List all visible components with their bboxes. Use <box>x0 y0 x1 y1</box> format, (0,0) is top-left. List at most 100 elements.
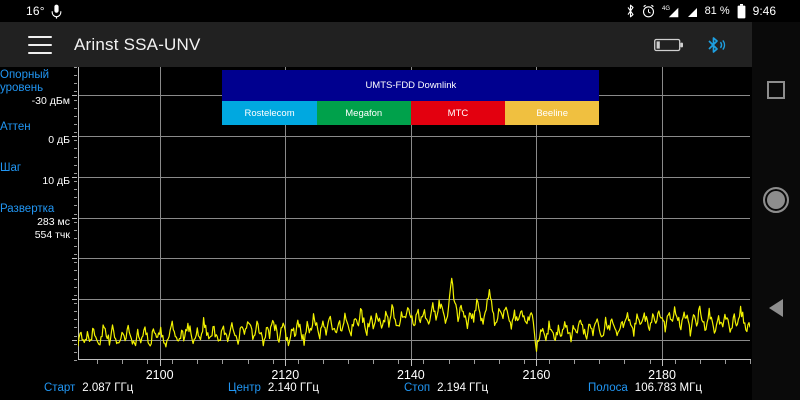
y-tick-minor <box>74 270 77 271</box>
gridline-horizontal <box>78 218 750 219</box>
x-tick-minor <box>449 360 450 364</box>
readout-start[interactable]: Старт 2.087 ГГц <box>44 382 133 394</box>
x-tick-minor <box>750 360 751 364</box>
gridline-horizontal <box>78 177 750 178</box>
home-button[interactable] <box>752 180 800 220</box>
readout-value: 106.783 МГц <box>634 382 702 394</box>
readout-stop[interactable]: Стоп 2.194 ГГц <box>404 382 488 394</box>
y-tick-minor <box>74 246 77 247</box>
y-tick-minor <box>74 148 77 149</box>
x-tick-minor <box>298 360 299 364</box>
param-reference-level[interactable]: Опорный уровень -30 дБм <box>0 69 72 108</box>
y-tick-minor <box>74 344 77 345</box>
band-group[interactable]: UMTS-FDD Downlink <box>222 70 600 101</box>
y-tick-minor <box>74 360 77 361</box>
x-tick-minor <box>197 360 198 364</box>
gridline-horizontal <box>78 258 750 259</box>
band-operator-label: Beeline <box>536 107 569 119</box>
spectrum-trace <box>78 67 750 360</box>
x-tick-mark <box>536 360 537 366</box>
x-tick-minor <box>574 360 575 364</box>
y-tick-minor <box>74 100 77 101</box>
battery-percent-label: 81 % <box>704 5 730 17</box>
x-axis-line <box>78 359 751 360</box>
param-label: Шаг <box>0 162 22 174</box>
square-icon <box>767 81 785 99</box>
param-step[interactable]: Шаг 10 дБ <box>0 162 72 188</box>
status-bar-clock: 9:46 <box>752 4 776 18</box>
param-attenuator[interactable]: Аттен 0 дБ <box>0 121 72 147</box>
signal-bars-icon: 4G <box>662 4 679 18</box>
gridline-horizontal <box>78 136 750 137</box>
x-tick-minor <box>222 360 223 364</box>
y-tick-minor <box>74 67 77 68</box>
readout-label: Стоп <box>404 382 431 394</box>
y-tick-minor <box>74 124 77 125</box>
band-operator-label: MTC <box>447 107 469 119</box>
android-nav-bar <box>752 22 800 400</box>
param-label: Развертка <box>0 203 55 215</box>
gridline-vertical <box>285 67 286 360</box>
device-battery-icon[interactable] <box>654 37 684 53</box>
app-bar: Arinst SSA-UNV <box>0 22 752 67</box>
x-tick-minor <box>323 360 324 364</box>
app-bar-actions <box>654 36 752 54</box>
y-tick-minor <box>74 279 77 280</box>
x-tick-minor <box>650 360 651 364</box>
bluetooth-connected-icon[interactable] <box>706 36 726 54</box>
y-tick-mark <box>72 177 77 178</box>
gridline-vertical <box>662 67 663 360</box>
y-tick-minor <box>74 230 77 231</box>
param-value-points: 554 тчк <box>34 229 70 241</box>
band-group-label: UMTS-FDD Downlink <box>365 80 457 91</box>
x-tick-minor <box>524 360 525 364</box>
param-value: 0 дБ <box>48 134 70 146</box>
y-tick-mark <box>72 136 77 137</box>
x-tick-minor <box>373 360 374 364</box>
readout-label: Центр <box>228 382 261 394</box>
recents-button[interactable] <box>752 70 800 110</box>
band-operator-label: Rostelecom <box>244 107 295 119</box>
y-tick-minor <box>74 140 77 141</box>
readout-center[interactable]: Центр 2.140 ГГц <box>228 382 319 394</box>
x-tick-label: 2100 <box>145 368 174 382</box>
alarm-clock-icon <box>642 4 655 18</box>
x-tick-minor <box>499 360 500 364</box>
y-tick-minor <box>74 222 77 223</box>
back-button[interactable] <box>752 288 800 328</box>
band-operator[interactable]: MTC <box>410 101 506 125</box>
x-tick-label: 2160 <box>522 368 551 382</box>
y-tick-minor <box>74 181 77 182</box>
band-operator[interactable]: Megafon <box>316 101 411 125</box>
y-tick-minor <box>74 319 77 320</box>
y-tick-minor <box>74 295 77 296</box>
param-label: Аттен <box>0 121 31 133</box>
readout-value: 2.140 ГГц <box>267 382 319 394</box>
x-tick-minor <box>675 360 676 364</box>
readout-span[interactable]: Полоса 106.783 МГц <box>588 382 702 394</box>
x-tick-mark <box>160 360 161 366</box>
y-tick-minor <box>74 311 77 312</box>
android-status-bar: 16° 4G 81 % 9:46 <box>0 0 800 22</box>
battery-icon <box>737 3 746 19</box>
hamburger-menu-icon[interactable] <box>28 35 52 54</box>
param-sweep[interactable]: Развертка 283 мс 554 тчк <box>0 203 72 242</box>
y-tick-minor <box>74 238 77 239</box>
gridline-vertical <box>411 67 412 360</box>
band-operator[interactable]: Beeline <box>505 101 600 125</box>
gridline-horizontal <box>78 299 750 300</box>
gridline-vertical <box>536 67 537 360</box>
x-tick-minor <box>248 360 249 364</box>
param-value: 283 мс <box>37 216 70 228</box>
x-tick-minor <box>273 360 274 364</box>
y-tick-minor <box>74 262 77 263</box>
y-tick-minor <box>74 132 77 133</box>
y-tick-minor <box>74 83 77 84</box>
x-tick-minor <box>474 360 475 364</box>
band-operator[interactable]: Rostelecom <box>222 101 317 125</box>
x-tick-minor <box>97 360 98 364</box>
y-tick-minor <box>74 91 77 92</box>
readout-value: 2.194 ГГц <box>437 382 489 394</box>
y-tick-minor <box>74 157 77 158</box>
y-tick-minor <box>74 116 77 117</box>
